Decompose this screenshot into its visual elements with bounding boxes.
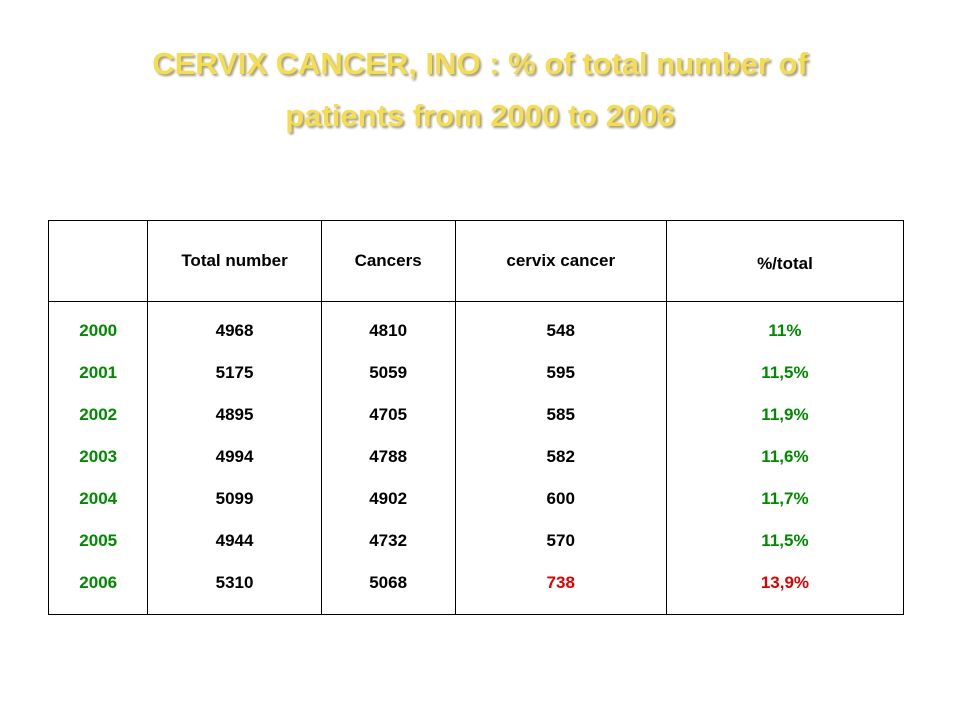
cell-cancers: 5068 — [320, 562, 456, 615]
slide-title: CERVIX CANCER, INO : % of total number o… — [0, 38, 960, 142]
title-line-2: patients from 2000 to 2006 — [285, 98, 675, 133]
cell-percent-total-highlighted: 13,9% — [665, 562, 905, 615]
cell-cervix-cancer-highlighted: 738 — [454, 562, 667, 615]
cell-total-number: 5175 — [147, 352, 322, 394]
cell-total-number: 4968 — [147, 301, 322, 352]
cell-cervix-cancer: 570 — [454, 520, 667, 562]
table-row: 2002 4895 4705 585 11,9% — [47, 394, 905, 436]
cell-cervix-cancer: 595 — [454, 352, 667, 394]
cell-percent-total: 11,9% — [665, 394, 905, 436]
table-row: 2005 4944 4732 570 11,5% — [47, 520, 905, 562]
table-row: 2006 5310 5068 738 13,9% — [47, 562, 905, 615]
header-cancers: Cancers — [320, 220, 456, 302]
cell-percent-total: 11% — [665, 301, 905, 352]
cell-percent-total: 11,6% — [665, 436, 905, 478]
cell-cancers: 4732 — [320, 520, 456, 562]
table-header-row: Total number Cancers cervix cancer %/tot… — [47, 220, 905, 302]
header-total-number: Total number — [147, 220, 322, 302]
cell-cancers: 4788 — [320, 436, 456, 478]
cell-total-number: 5310 — [147, 562, 322, 615]
cell-year: 2003 — [47, 436, 149, 478]
title-line-1: CERVIX CANCER, INO : % of total number o… — [152, 46, 808, 81]
cell-cervix-cancer: 582 — [454, 436, 667, 478]
cell-cervix-cancer: 548 — [454, 301, 667, 352]
cell-year: 2006 — [47, 562, 149, 615]
cell-percent-total: 11,7% — [665, 478, 905, 520]
cell-cervix-cancer: 585 — [454, 394, 667, 436]
header-percent-total: %/total — [665, 220, 905, 302]
cell-total-number: 4944 — [147, 520, 322, 562]
cell-year: 2000 — [47, 301, 149, 352]
cell-cancers: 4705 — [320, 394, 456, 436]
cell-year: 2004 — [47, 478, 149, 520]
cell-total-number: 4895 — [147, 394, 322, 436]
cell-total-number: 4994 — [147, 436, 322, 478]
cell-year: 2002 — [47, 394, 149, 436]
table-row: 2004 5099 4902 600 11,7% — [47, 478, 905, 520]
cell-cancers: 5059 — [320, 352, 456, 394]
cell-year: 2001 — [47, 352, 149, 394]
cell-percent-total: 11,5% — [665, 352, 905, 394]
cell-year: 2005 — [47, 520, 149, 562]
cell-percent-total: 11,5% — [665, 520, 905, 562]
header-year — [47, 220, 149, 302]
header-cervix-cancer: cervix cancer — [454, 220, 667, 302]
cell-total-number: 5099 — [147, 478, 322, 520]
cell-cancers: 4902 — [320, 478, 456, 520]
data-table: Total number Cancers cervix cancer %/tot… — [47, 220, 905, 615]
table-row: 2000 4968 4810 548 11% — [47, 301, 905, 352]
table-row: 2003 4994 4788 582 11,6% — [47, 436, 905, 478]
table-row: 2001 5175 5059 595 11,5% — [47, 352, 905, 394]
cell-cervix-cancer: 600 — [454, 478, 667, 520]
cell-cancers: 4810 — [320, 301, 456, 352]
